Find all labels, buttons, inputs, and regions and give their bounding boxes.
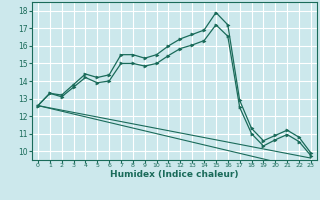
X-axis label: Humidex (Indice chaleur): Humidex (Indice chaleur) [110,170,239,179]
